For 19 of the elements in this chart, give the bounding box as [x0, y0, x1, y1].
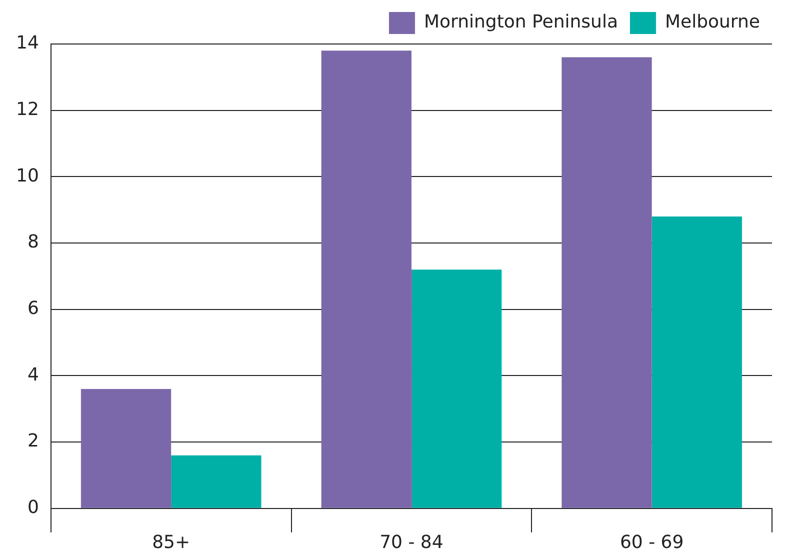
y-tick-label: 14 [16, 32, 39, 54]
bar [411, 270, 502, 508]
bar [652, 216, 742, 508]
y-tick-label: 10 [16, 165, 39, 186]
bar [171, 455, 262, 508]
y-tick-label: 8 [27, 232, 39, 253]
bar [321, 50, 412, 508]
x-tick-label: 85+ [152, 532, 190, 553]
y-tick-label: 4 [27, 364, 39, 386]
y-tick-label: 2 [27, 430, 39, 452]
bar [562, 57, 652, 508]
y-tick-label: 12 [16, 99, 39, 120]
legend-label: Melbourne [664, 12, 760, 33]
x-tick-label: 70 - 84 [380, 532, 444, 553]
x-tick-label: 60 - 69 [620, 532, 684, 553]
y-tick-label: 0 [27, 497, 39, 518]
y-tick-label: 6 [27, 298, 39, 320]
legend-label: Mornington Peninsula [424, 12, 618, 33]
bar [80, 388, 172, 508]
